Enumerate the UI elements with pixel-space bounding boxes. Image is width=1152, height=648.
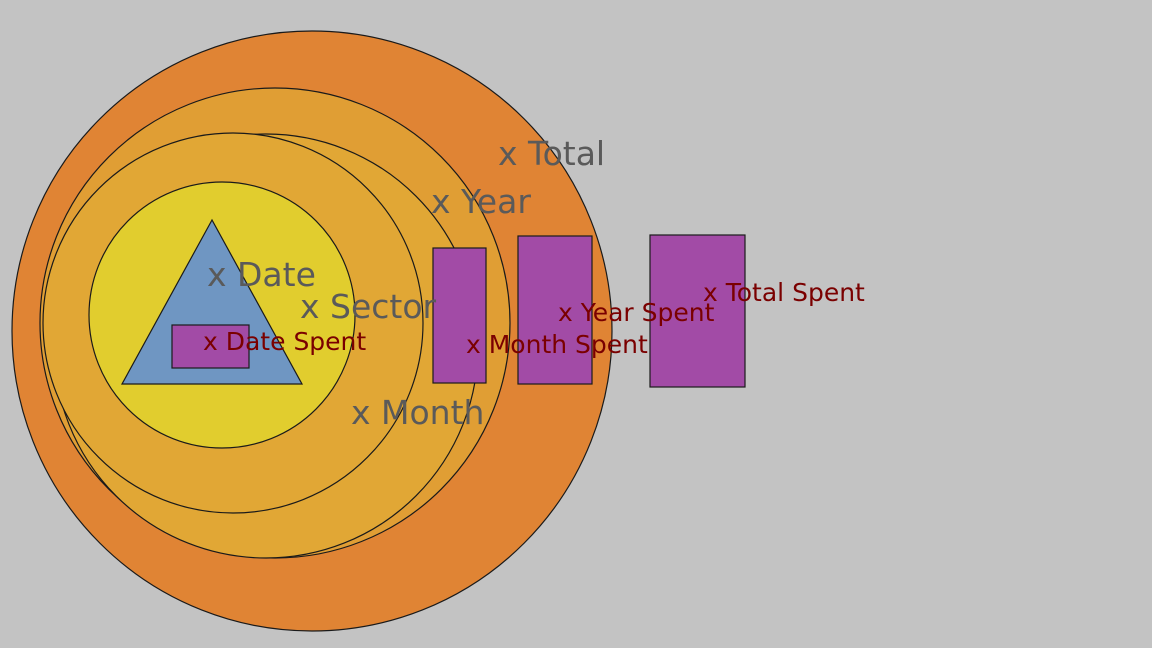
total-spent-box [649, 234, 746, 388]
year-label: x Year [431, 182, 531, 221]
total-label: x Total [498, 134, 605, 173]
month-label: x Month [351, 393, 484, 432]
date-spent-label: x Date Spent [203, 327, 366, 356]
month-spent-box [432, 247, 487, 384]
date-label: x Date [207, 255, 316, 294]
month-spent-label: x Month Spent [466, 330, 648, 359]
date-triangle [120, 218, 304, 385]
total-spent-label: x Total Spent [703, 278, 865, 307]
year-spent-label: x Year Spent [558, 298, 715, 327]
date-spent-box [171, 324, 250, 369]
sector-label: x Sector [300, 287, 437, 326]
year-spent-box [517, 235, 593, 385]
